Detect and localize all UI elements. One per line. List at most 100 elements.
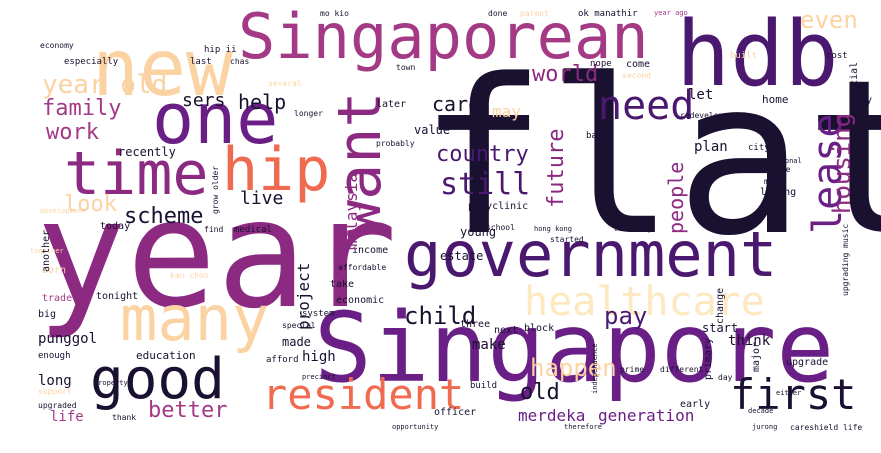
word-done: done <box>488 9 508 18</box>
word-value: value <box>414 123 451 137</box>
word-start: start <box>702 321 739 335</box>
word-financial: financial <box>849 61 860 116</box>
word-primary: primary <box>703 337 714 380</box>
word-mo-kio: mo kio <box>320 9 349 18</box>
word-much: much <box>764 177 784 186</box>
word-either: either <box>776 389 802 397</box>
word-year-ago: year ago <box>654 9 688 17</box>
word-several: several <box>268 79 302 88</box>
word-world: world <box>532 62 599 87</box>
word-resident: resident <box>262 370 465 419</box>
word-opportunity: opportunity <box>392 423 439 431</box>
word-time: time <box>64 139 209 209</box>
word-project: project <box>294 262 313 330</box>
word-child: child <box>404 302 477 330</box>
word-school: school <box>486 223 515 232</box>
word-community: community <box>614 225 652 233</box>
word-future: future <box>544 128 569 208</box>
word-nope: nope <box>590 59 612 69</box>
word-housing: housing <box>828 112 856 214</box>
word-upgrade: upgrade <box>786 357 829 368</box>
word-next: next <box>494 325 519 336</box>
word-look: look <box>64 192 117 217</box>
word-find: find <box>204 225 224 234</box>
word-punggol: punggol <box>38 331 98 347</box>
word-big: big <box>38 309 57 320</box>
word-sers: sers <box>182 90 226 111</box>
word-year-old: year old <box>42 70 168 100</box>
word-young: young <box>460 225 497 239</box>
word-hip-ii: hip ii <box>204 45 237 55</box>
word-living: living <box>760 187 797 198</box>
word-good: good <box>90 347 225 412</box>
word-high: high <box>302 349 336 365</box>
word-scheme: scheme <box>124 204 204 229</box>
word-income: income <box>352 245 389 256</box>
word-independence: independence <box>591 343 599 394</box>
word-flat: flat <box>418 34 881 283</box>
word-special: special <box>282 321 316 330</box>
word-thank: thank <box>112 413 137 422</box>
word-therefore: therefore <box>564 423 602 431</box>
word-change: change <box>715 287 726 324</box>
word-early: early <box>680 399 711 410</box>
word-back: back <box>586 131 608 141</box>
word-polyclinic: polyclinic <box>468 201 529 212</box>
word-development: development <box>40 207 87 215</box>
word-work: work <box>46 120 99 145</box>
word-medical: medical <box>234 225 272 235</box>
word-made: made <box>282 335 311 349</box>
word-may: may <box>492 102 521 121</box>
word-officer: officer <box>434 407 477 418</box>
word-make: make <box>472 337 506 353</box>
word-one: one <box>152 78 279 160</box>
word-different: different <box>660 365 704 374</box>
word-built: built <box>730 51 758 61</box>
word-redevelop: redevelop <box>680 111 724 120</box>
word-need: need <box>598 83 695 129</box>
word-come: come <box>626 59 651 70</box>
word-education: education <box>136 349 196 362</box>
word-merdeka: merdeka <box>518 406 586 425</box>
word-healthcare: healthcare <box>524 279 765 325</box>
word-last: last <box>190 57 212 67</box>
word-take: take <box>330 279 355 290</box>
word-hdb: hdb <box>676 2 839 107</box>
word-enough: enough <box>38 351 71 361</box>
word-let: let <box>688 87 714 103</box>
word-country: country <box>436 142 529 167</box>
word-care: care <box>432 92 481 116</box>
word-singapore: Singapore <box>314 292 835 404</box>
word-life: life <box>50 409 84 425</box>
word-generation: generation <box>598 406 695 425</box>
word-better: better <box>148 398 228 423</box>
word-happen: happen <box>530 354 617 382</box>
word-even: even <box>800 6 858 34</box>
word-trade: trade <box>42 293 73 304</box>
word-later: later <box>376 99 407 110</box>
word-three: three <box>460 319 491 330</box>
word-plan: plan <box>694 139 728 155</box>
word-careshield-life: careshield life <box>790 423 863 432</box>
word-another: another <box>41 229 52 272</box>
word-still: still <box>440 167 531 202</box>
word-hip: hip <box>222 135 331 205</box>
word-cost: cost <box>826 51 848 61</box>
word-first: first <box>730 370 857 419</box>
word-home: home <box>762 93 789 106</box>
word-older: older <box>590 71 615 80</box>
word-day: day <box>718 373 733 382</box>
word-second: second <box>622 71 651 80</box>
word-upgraded: upgraded <box>38 401 77 410</box>
word-continue: continue <box>752 165 791 174</box>
word-build: build <box>470 381 498 391</box>
word-economic: economic <box>336 295 385 306</box>
word-started: started <box>550 235 584 244</box>
word-singaporean: Singaporean <box>238 0 649 73</box>
word-pay: pay <box>604 302 648 330</box>
word-afford: afford <box>266 355 299 365</box>
word-chas: chas <box>230 57 250 66</box>
word-kan-chon: kan chon <box>170 271 209 280</box>
word-people: people <box>664 161 688 234</box>
word-town: town <box>396 63 416 72</box>
